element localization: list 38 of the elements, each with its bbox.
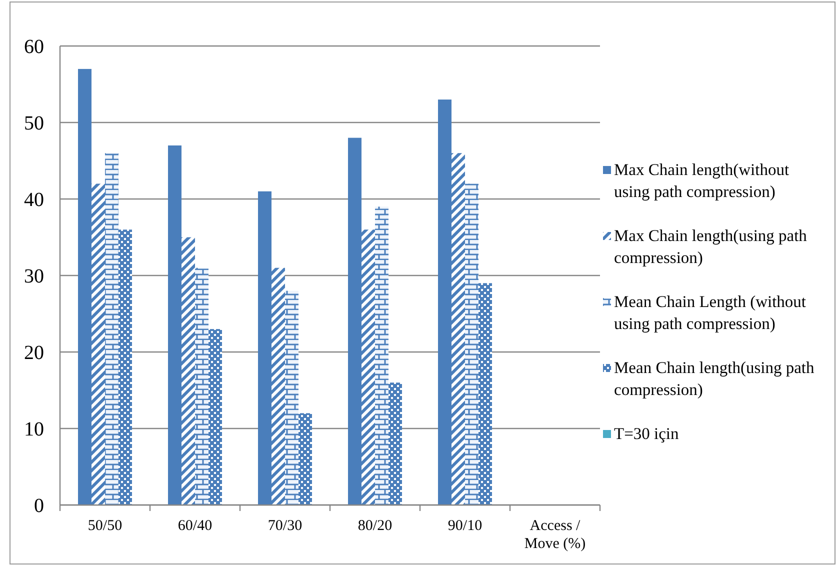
bar	[298, 413, 312, 505]
legend-label: Mean Chain length(using path compression)	[614, 358, 816, 399]
y-tick-label: 30	[24, 266, 44, 288]
y-tick-label: 20	[24, 342, 44, 364]
bar	[208, 329, 222, 505]
bar	[452, 153, 465, 505]
legend-label: Mean Chain Length (without using path compression)	[614, 292, 806, 333]
bar	[285, 290, 298, 505]
bar	[168, 145, 182, 505]
bar	[465, 184, 478, 505]
x-tick-label: 60/40	[178, 518, 212, 534]
bar	[362, 230, 375, 505]
bar	[375, 206, 388, 505]
bar	[182, 237, 195, 505]
bar	[388, 382, 402, 505]
bar	[118, 230, 132, 505]
x-tick-label: 70/30	[268, 518, 302, 534]
legend-label: Max Chain length(using path compression)	[614, 226, 808, 267]
bar	[478, 283, 492, 505]
x-tick-label: Access / Move (%)	[524, 518, 586, 552]
bar	[105, 153, 118, 505]
bar	[195, 268, 208, 505]
x-tick-label: 90/10	[448, 518, 482, 534]
bar	[92, 184, 105, 505]
y-tick-label: 40	[24, 189, 44, 211]
bar	[78, 68, 92, 505]
y-tick-label: 50	[24, 112, 44, 134]
y-tick-label: 60	[24, 36, 44, 58]
y-tick-label: 10	[24, 418, 44, 440]
bar	[272, 268, 285, 505]
legend-label: T=30 için	[614, 424, 679, 443]
x-tick-label: 50/50	[88, 518, 122, 534]
bar	[348, 138, 362, 505]
y-tick-label: 0	[34, 495, 44, 517]
bar	[438, 100, 452, 505]
bar	[258, 191, 272, 505]
x-tick-label: 80/20	[358, 518, 392, 534]
legend-label: Max Chain length(without using path compression)	[614, 160, 790, 201]
